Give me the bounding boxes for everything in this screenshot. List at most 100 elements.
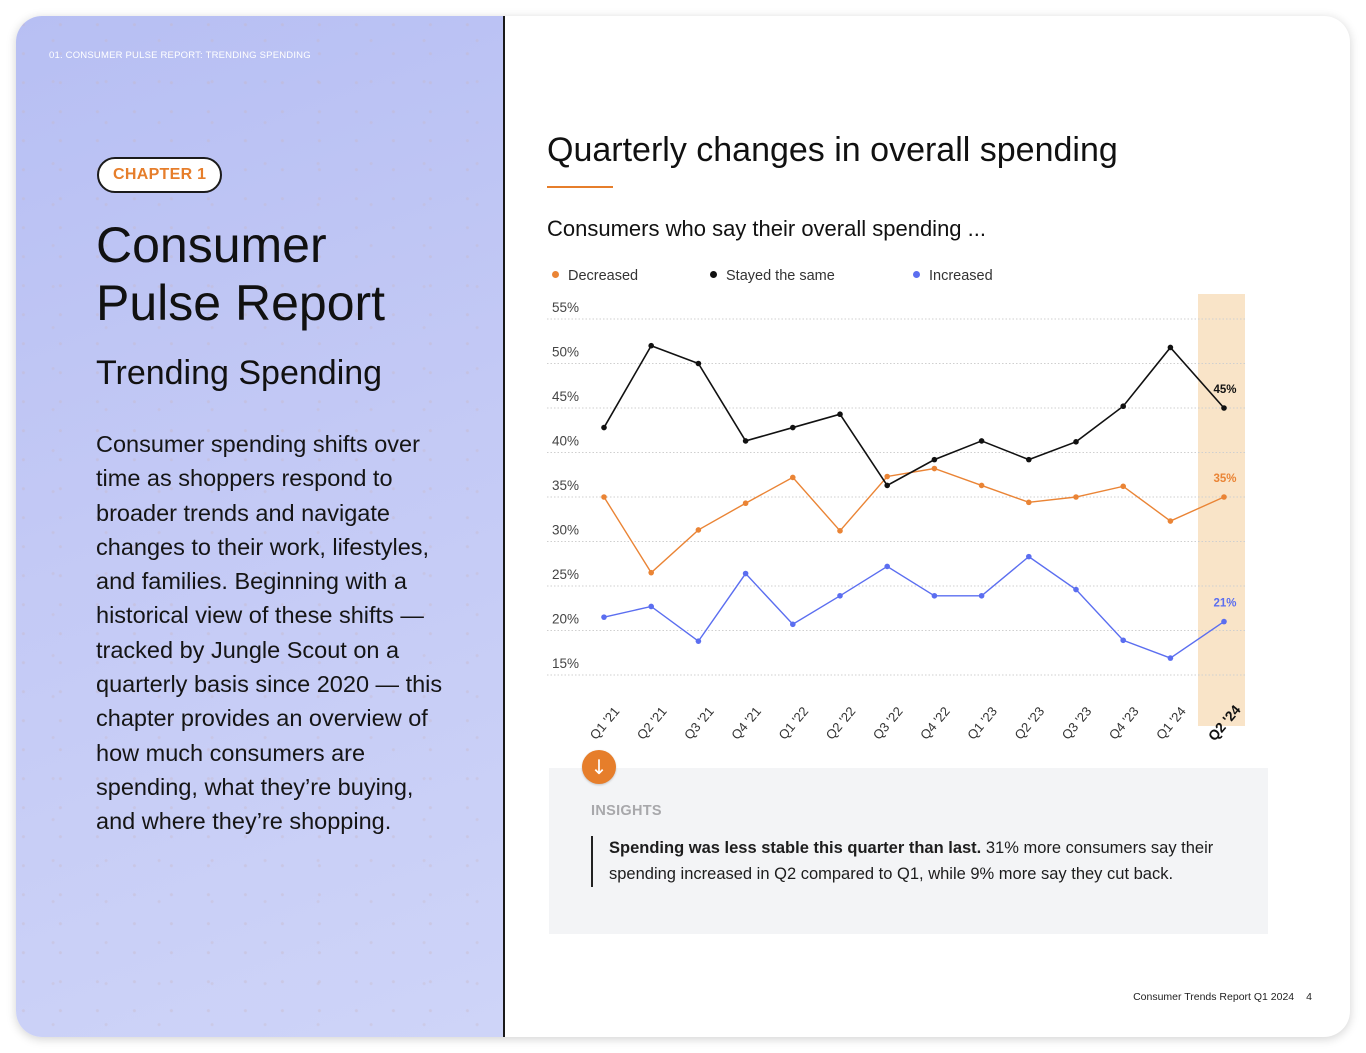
data-point — [1221, 494, 1227, 500]
y-tick-label: 20% — [552, 612, 579, 627]
data-point — [648, 569, 654, 576]
background-texture — [16, 16, 503, 1037]
data-point — [1026, 499, 1032, 506]
insights-quote: Spending was less stable this quarter th… — [591, 836, 1234, 887]
x-tick-label: Q3 '22 — [870, 704, 906, 743]
page-title: Consumer Pulse Report — [96, 216, 385, 332]
report-page: 01. CONSUMER PULSE REPORT: TRENDING SPEN… — [16, 16, 1350, 1037]
title-line-2: Pulse Report — [96, 275, 386, 331]
x-tick-label: Q4 '21 — [728, 704, 764, 743]
legend-dot-icon — [710, 271, 717, 278]
data-point — [837, 528, 843, 534]
x-tick-label: Q2 '23 — [1011, 704, 1047, 743]
legend-label: Increased — [929, 268, 993, 284]
data-point — [1026, 553, 1032, 560]
insights-label: INSIGHTS — [591, 803, 662, 819]
intro-paragraph: Consumer spending shifts over time as sh… — [96, 431, 443, 835]
x-tick-label: Q1 '22 — [775, 704, 811, 743]
page-subtitle: Trending Spending — [96, 354, 383, 392]
y-tick-label: 50% — [552, 345, 579, 360]
title-accent-divider — [547, 186, 613, 188]
data-point — [884, 482, 890, 489]
legend-item-stayed-the-same: Stayed the same — [710, 268, 835, 284]
chart-panel: Quarterly changes in overall spending Co… — [505, 16, 1350, 1037]
data-point — [837, 592, 843, 599]
data-point — [1120, 403, 1126, 410]
data-point — [790, 474, 796, 481]
data-point — [601, 424, 607, 431]
data-label: 45% — [1213, 384, 1236, 396]
y-tick-label: 45% — [552, 389, 579, 404]
data-point — [1026, 456, 1032, 463]
data-point — [695, 527, 702, 533]
insights-headline: Spending was less stable this quarter th… — [609, 839, 982, 857]
line-chart: 55% 50% 45% 40% 35% 30% 25% 20% 15% Q1 '21 Q2 '21 Q… — [547, 294, 1245, 744]
y-tick-label: 55% — [552, 300, 579, 315]
chapter-panel: 01. CONSUMER PULSE REPORT: TRENDING SPEN… — [16, 16, 505, 1037]
data-point — [884, 563, 890, 570]
data-point — [978, 592, 985, 599]
data-point — [978, 482, 985, 489]
data-point — [742, 570, 749, 577]
data-point — [648, 603, 654, 610]
data-point — [1073, 586, 1079, 593]
x-tick-label: Q3 '21 — [681, 704, 717, 743]
x-tick-label: Q2 '21 — [634, 704, 670, 743]
legend-label: Stayed the same — [726, 268, 835, 284]
data-point — [790, 621, 796, 628]
legend-label: Decreased — [568, 268, 639, 284]
title-line-1: Consumer — [96, 217, 327, 273]
chart-title: Quarterly changes in overall spending — [547, 131, 1118, 169]
series-line-decreased — [603, 467, 1225, 574]
data-point — [648, 342, 654, 349]
data-point — [931, 465, 938, 472]
insights-text: 31% more consumers say their spending in… — [609, 839, 1214, 883]
data-point — [742, 438, 749, 444]
x-tick-label: Q4 '22 — [917, 704, 953, 743]
x-tick-label: Q1 '23 — [964, 704, 1000, 743]
data-point — [1167, 344, 1174, 351]
series-line-stayed-the-same — [603, 344, 1225, 487]
data-label: 35% — [1213, 473, 1236, 485]
data-point — [742, 500, 749, 507]
x-tick-label: Q1 '24 — [1153, 704, 1189, 743]
x-tick-label: Q2 '22 — [823, 704, 859, 743]
data-point — [1167, 655, 1174, 661]
data-point — [1120, 637, 1126, 644]
data-point — [790, 424, 796, 431]
data-point — [695, 360, 702, 367]
x-tick-label: Q1 '21 — [587, 704, 623, 743]
y-tick-label: 40% — [552, 434, 579, 449]
arrow-down-icon[interactable]: ↓ — [582, 750, 616, 784]
data-point — [931, 456, 938, 463]
data-point — [884, 473, 890, 480]
x-tick-label: Q3 '23 — [1059, 704, 1095, 743]
data-point — [978, 438, 985, 444]
x-tick-label: Q4 '23 — [1106, 704, 1142, 743]
legend-item-decreased: Decreased — [552, 268, 638, 284]
y-tick-label: 30% — [552, 523, 579, 538]
page-footer: Consumer Trends Report Q1 2024 4 — [1133, 991, 1312, 1003]
legend-dot-icon — [552, 271, 559, 278]
breadcrumb: 01. CONSUMER PULSE REPORT: TRENDING SPEN… — [49, 50, 311, 61]
y-tick-label: 15% — [552, 656, 579, 671]
footer-report-name: Consumer Trends Report Q1 2024 — [1133, 991, 1295, 1003]
y-tick-label: 35% — [552, 478, 579, 493]
data-point — [1221, 405, 1227, 411]
insights-box: INSIGHTS Spending was less stable this q… — [549, 768, 1268, 934]
series-line-increased — [603, 555, 1225, 659]
data-point — [837, 411, 843, 418]
data-point — [695, 638, 702, 644]
data-point — [1073, 494, 1079, 500]
data-point — [931, 592, 938, 599]
data-point — [1073, 439, 1079, 445]
page-number: 4 — [1306, 991, 1312, 1003]
data-point — [1221, 618, 1227, 625]
legend-item-increased: Increased — [913, 268, 993, 284]
legend-dot-icon — [913, 271, 920, 278]
data-point — [601, 494, 607, 500]
chapter-badge: CHAPTER 1 — [97, 157, 223, 193]
data-point — [1120, 483, 1126, 490]
data-label: 21% — [1213, 598, 1236, 610]
data-point — [601, 614, 607, 620]
